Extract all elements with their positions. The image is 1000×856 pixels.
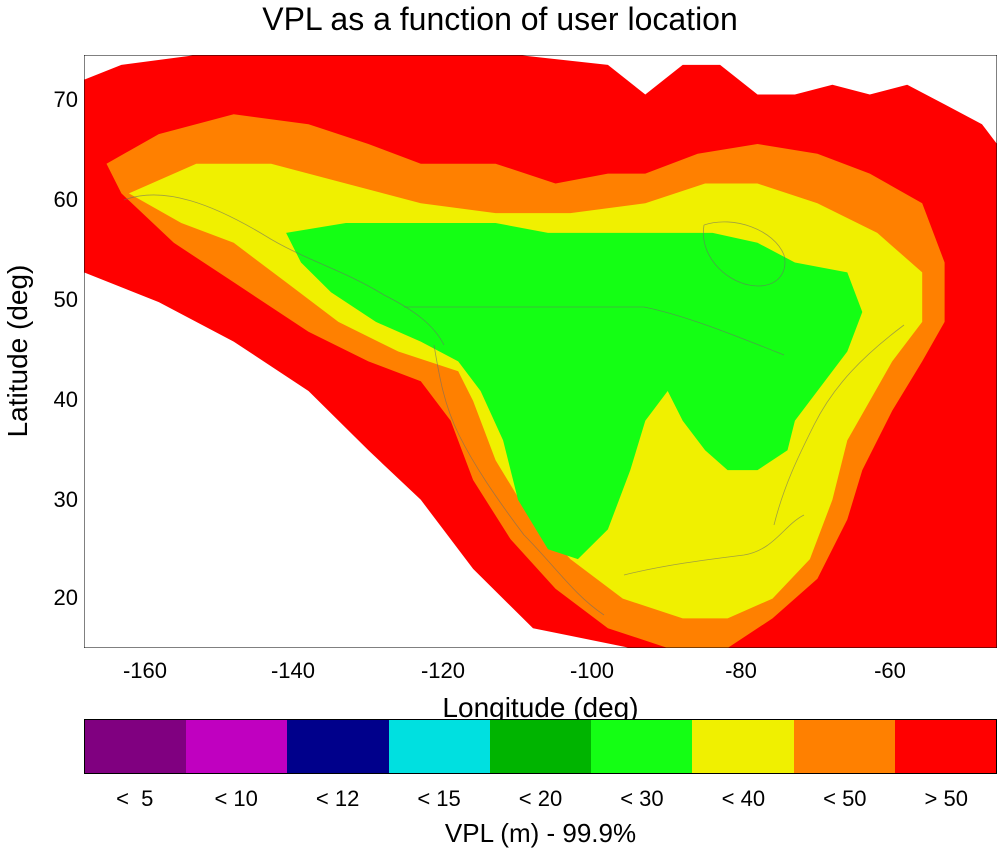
y-tick-label: 40 <box>53 387 78 412</box>
coastline-alaska <box>123 194 445 346</box>
colorbar-bin-label: < 30 <box>620 786 664 811</box>
coastline-west <box>433 344 605 616</box>
hudson-bay <box>702 221 786 287</box>
x-tick-label: -100 <box>569 658 615 683</box>
y-tick-label: 30 <box>53 487 78 512</box>
colorbar-swatch <box>287 720 389 773</box>
coastline-overlay <box>123 194 905 616</box>
x-axis-label: Longitude (deg) <box>442 692 639 723</box>
y-tick-label: 50 <box>53 287 78 312</box>
vpl-contour-map <box>83 54 998 649</box>
colorbar-swatch <box>388 720 490 773</box>
colorbar-swatch <box>85 720 187 773</box>
colorbar-bin-label: < 5 <box>116 786 154 811</box>
colorbar <box>84 719 997 774</box>
y-axis-label: Latitude (deg) <box>2 264 33 438</box>
colorbar-title: VPL (m) - 99.9% <box>444 818 637 848</box>
colorbar-swatch <box>591 720 693 773</box>
coastline-east <box>773 324 905 526</box>
coastline-gulf <box>623 514 805 576</box>
map-plot-area <box>83 54 998 649</box>
y-tick-label: 20 <box>53 585 78 610</box>
colorbar-swatch <box>489 720 592 773</box>
x-tick-label: -120 <box>420 658 466 683</box>
y-tick-label: 60 <box>53 187 78 212</box>
colorbar-swatch <box>894 720 996 773</box>
colorbar-swatch <box>692 720 794 773</box>
colorbar-bin-label: < 20 <box>518 786 563 811</box>
x-tick-label: -140 <box>270 658 316 683</box>
colorbar-bin-label: < 40 <box>721 786 766 811</box>
colorbar-bin-label: < 12 <box>315 786 360 811</box>
colorbar-swatch <box>186 720 288 773</box>
colorbar-bin-label: > 50 <box>924 786 968 811</box>
chart-title: VPL as a function of user location <box>262 1 738 37</box>
colorbar-bin-label: < 15 <box>417 786 461 811</box>
colorbar-swatch <box>793 720 895 773</box>
y-tick-label: 70 <box>53 87 78 112</box>
contour-regions <box>84 55 997 649</box>
x-tick-label: -60 <box>874 658 906 683</box>
x-tick-label: -160 <box>122 658 168 683</box>
x-tick-label: -80 <box>725 658 757 683</box>
colorbar-bin-label: < 50 <box>823 786 867 811</box>
border-canada-us <box>404 306 785 356</box>
colorbar-bin-label: < 10 <box>214 786 258 811</box>
